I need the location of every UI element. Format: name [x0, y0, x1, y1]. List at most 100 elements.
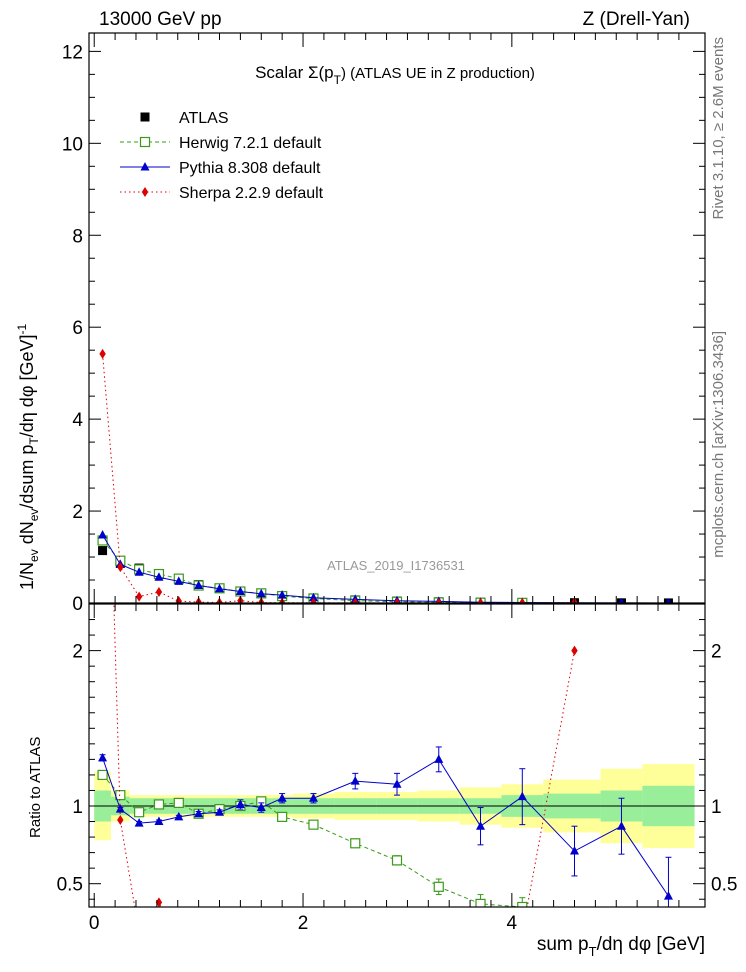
ratio-point-pythia-8-308-default-4 — [174, 811, 184, 821]
main-point-sherpa-2-2-9-default-2 — [135, 591, 143, 602]
ratio-point-pythia-8-308-default-14 — [476, 821, 486, 830]
ratio-series-layer — [97, 604, 673, 907]
ratio-point-pythia-8-308-default-0 — [98, 752, 108, 762]
ratio-y-tick-label-left-1: 1 — [72, 797, 83, 818]
ratio-y-tick-label-left-2: 2 — [72, 642, 83, 663]
main-y-tick-label-1: 2 — [72, 502, 83, 523]
ratio-line-sherpa-2-2-9-default — [113, 604, 575, 907]
ratio-point-sherpa-2-2-9-default-16 — [571, 645, 578, 656]
x-tick-label-2: 4 — [507, 913, 518, 934]
ratio-point-pythia-8-308-default-8 — [256, 802, 266, 812]
main-point-pythia-8-308-default-9 — [277, 590, 287, 599]
ratio-point-pythia-8-308-default-12 — [392, 779, 402, 788]
header-left-label: 13000 GeV pp — [99, 9, 222, 30]
main-title: Scalar Σ(pT) (ATLAS UE in Z production) — [255, 63, 535, 87]
legend-marker-pythia-8-308-default — [140, 162, 150, 171]
main-point-sherpa-2-2-9-default-0 — [99, 348, 106, 359]
ratio-line-herwig-7-2-1-default — [102, 774, 523, 907]
main-point-pythia-8-308-default-10 — [308, 592, 318, 602]
ratio-y-tick-label-right-0: 0.5 — [711, 875, 737, 896]
main-point-sherpa-2-2-9-default-11 — [352, 597, 359, 603]
ratio-point-herwig-7-2-1-default-9 — [277, 811, 288, 822]
legend-label-atlas: ATLAS — [179, 110, 229, 127]
main-point-atlas-0 — [98, 546, 108, 556]
ratio-point-pythia-8-308-default-15 — [517, 791, 527, 801]
main-point-pythia-8-308-default-3 — [154, 572, 164, 581]
main-point-sherpa-2-2-9-default-15 — [519, 597, 526, 603]
main-point-pythia-8-308-default-4 — [174, 576, 184, 585]
main-title-tail: ) (ATLAS UE in Z production) — [341, 65, 535, 82]
ratio-point-herwig-7-2-1-default-15 — [517, 901, 528, 907]
main-point-sherpa-2-2-9-default-10 — [310, 597, 317, 603]
ratio-point-pythia-8-308-default-3 — [154, 816, 164, 826]
main-point-pythia-8-308-default-7 — [235, 586, 245, 596]
ratio-axis-ticks: 0 2 4 0.5 0.5 1 1 2 2 — [57, 604, 737, 934]
ratio-point-pythia-8-308-default-11 — [350, 776, 360, 785]
ratio-point-herwig-7-2-1-default-10 — [308, 819, 319, 830]
ratio-plot-frame — [88, 603, 706, 908]
ratio-y-tick-label-right-2: 2 — [711, 642, 722, 663]
main-y-tick-label-6: 12 — [62, 42, 83, 63]
main-point-sherpa-2-2-9-default-14 — [477, 597, 484, 603]
mcplots-side-label: mcplots.cern.ch [arXiv:1306.3436] — [710, 331, 727, 558]
ratio-point-pythia-8-308-default-13 — [434, 754, 444, 763]
ratio-y-tick-label-right-1: 1 — [711, 797, 722, 818]
ratio-point-herwig-7-2-1-default-13 — [433, 881, 444, 892]
rivet-side-label: Rivet 3.1.10, ≥ 2.6M events — [710, 37, 727, 220]
ratio-point-pythia-8-308-default-17 — [616, 821, 626, 830]
ratio-point-herwig-7-2-1-default-14 — [475, 898, 486, 907]
legend-marker-sherpa-2-2-9-default — [141, 187, 149, 197]
ratio-point-herwig-7-2-1-default-4 — [173, 797, 184, 808]
header-right-label: Z (Drell-Yan) — [583, 9, 690, 30]
main-title-main: Scalar Σ(p — [255, 63, 334, 82]
main-y-tick-label-2: 4 — [72, 410, 83, 431]
analysis-watermark: ATLAS_2019_I1736531 — [327, 558, 465, 573]
main-y-tick-label-3: 6 — [72, 318, 83, 339]
ratio-point-herwig-7-2-1-default-11 — [350, 838, 361, 849]
main-point-pythia-8-308-default-17 — [618, 597, 625, 603]
x-axis-label: sum pT/dη dφ [GeV] — [537, 934, 705, 959]
main-y-tick-label-4: 8 — [72, 226, 83, 247]
main-point-pythia-8-308-default-18 — [665, 597, 672, 603]
main-panel: 0 2 4 6 8 10 12 Scalar Σ(pT) (ATLAS UE in Z pr… — [15, 32, 706, 615]
ratio-point-pythia-8-308-default-2 — [134, 818, 144, 827]
main-y-tick-label-5: 10 — [62, 134, 83, 155]
legend: ATLAS Herwig 7.2.1 default Pythia 8.308 de… — [120, 110, 324, 202]
main-point-sherpa-2-2-9-default-3 — [155, 586, 163, 597]
main-point-sherpa-2-2-9-default-4 — [175, 596, 182, 603]
x-tick-label-1: 2 — [298, 913, 309, 934]
ratio-point-herwig-7-2-1-default-0 — [97, 769, 108, 781]
main-point-pythia-8-308-default-6 — [215, 583, 225, 593]
ratio-y-tick-label-left-0: 0.5 — [57, 875, 83, 896]
main-point-sherpa-2-2-9-default-1 — [117, 562, 124, 573]
ratio-point-pythia-8-308-default-10 — [308, 793, 318, 802]
ratio-point-herwig-7-2-1-default-12 — [391, 855, 403, 866]
x-tick-label-0: 0 — [89, 913, 100, 934]
ratio-point-pythia-8-308-default-6 — [215, 807, 225, 816]
main-title-sub: T — [334, 73, 342, 87]
ratio-point-herwig-7-2-1-default-3 — [153, 799, 165, 810]
ratio-point-pythia-8-308-default-18 — [663, 891, 673, 900]
main-point-sherpa-2-2-9-default-13 — [435, 597, 442, 603]
main-axis-ticks: 0 2 4 6 8 10 12 — [62, 33, 705, 615]
main-point-sherpa-2-2-9-default-12 — [393, 597, 401, 603]
main-point-pythia-8-308-default-8 — [256, 588, 266, 598]
legend-marker-herwig-7-2-1-default — [139, 136, 151, 148]
ratio-panel: 0 2 4 0.5 0.5 1 1 2 2 Ratio to ATLAS sum pT/dη d… — [27, 603, 737, 959]
ratio-point-sherpa-2-2-9-default-1 — [117, 814, 124, 825]
ratio-point-pythia-8-308-default-16 — [569, 846, 579, 855]
main-y-axis-label: 1/Nev dNev/dsum pT/dη dφ [GeV]-1 — [15, 323, 41, 590]
ratio-point-pythia-8-308-default-9 — [277, 793, 287, 802]
legend-label-sherpa-2-2-9-default: Sherpa 2.2.9 default — [179, 185, 324, 202]
main-plot-frame — [88, 32, 706, 604]
legend-label-herwig-7-2-1-default: Herwig 7.2.1 default — [179, 135, 322, 152]
ratio-y-axis-label: Ratio to ATLAS — [27, 737, 44, 838]
main-point-pythia-8-308-default-5 — [194, 580, 204, 590]
ratio-point-herwig-7-2-1-default-1 — [115, 790, 126, 801]
legend-marker-atlas — [140, 112, 150, 122]
main-y-tick-label-0: 0 — [72, 594, 83, 615]
ratio-point-pythia-8-308-default-7 — [235, 799, 245, 808]
main-point-pythia-8-308-default-2 — [134, 567, 144, 576]
ratio-point-herwig-7-2-1-default-2 — [134, 807, 145, 818]
